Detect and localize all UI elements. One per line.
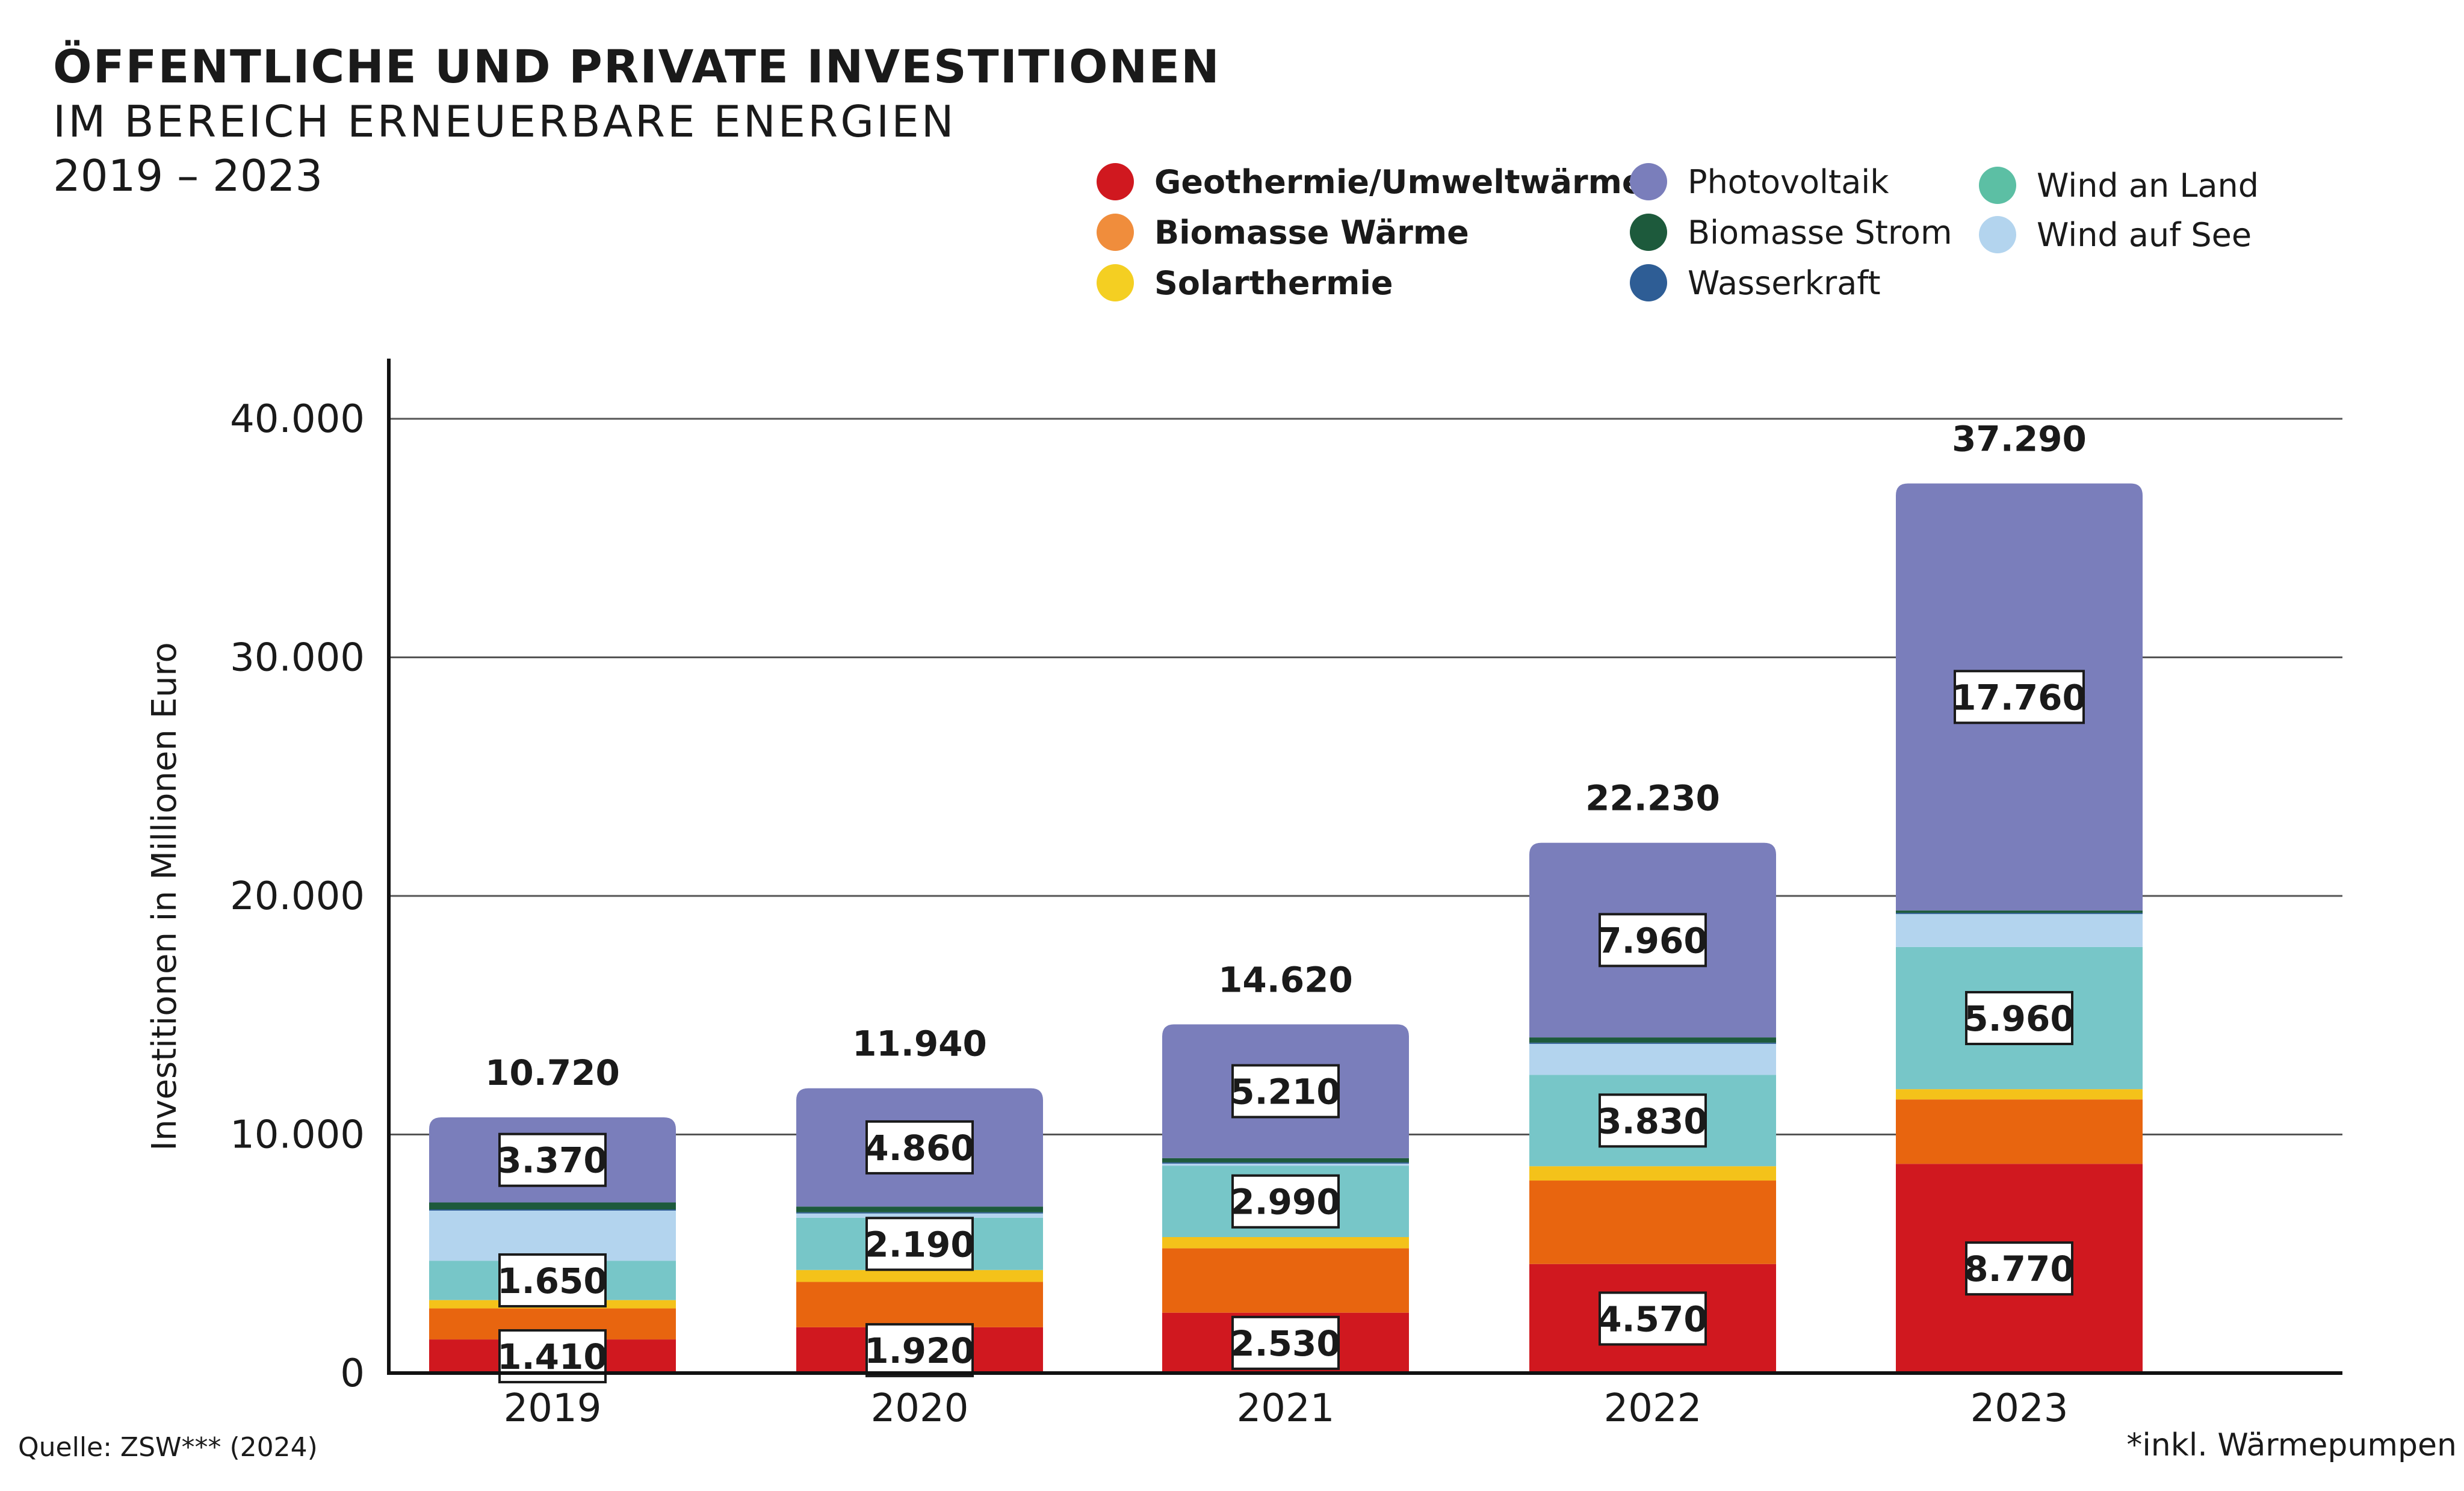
data-label: 4.570	[1597, 1298, 1707, 1339]
data-label: 2.190	[864, 1224, 974, 1265]
data-label-box	[498, 1253, 607, 1307]
bar-segment-biomasse-strom	[1162, 1158, 1409, 1162]
bar-segment-biomasse-w-rme	[796, 1282, 1043, 1327]
y-tick-label: 40.000	[230, 397, 365, 442]
y-tick-label: 30.000	[230, 636, 365, 681]
total-label: 14.620	[1218, 959, 1353, 1000]
data-label-box	[498, 1132, 607, 1187]
y-axis-title: Investitionen in Millionen Euro	[145, 642, 184, 1150]
y-tick-label: 20.000	[230, 874, 365, 919]
y-tick-label: 0	[340, 1351, 365, 1396]
chart-period: 2019 – 2023	[53, 150, 323, 201]
bar-2022	[1529, 842, 1776, 1373]
bar-segment-biomasse-strom	[796, 1206, 1043, 1212]
data-label: 17.760	[1952, 677, 2087, 718]
bar-segment-wind-auf-see	[1529, 1043, 1776, 1075]
bar-segment-biomasse-w-rme	[1896, 1099, 2143, 1164]
bar-segment-biomasse-strom	[1896, 910, 2143, 913]
bar-segment-solarthermie	[1162, 1236, 1409, 1249]
data-label: 3.830	[1597, 1100, 1707, 1141]
data-label: 7.960	[1597, 920, 1707, 961]
bar-segment-wind-auf-see	[429, 1210, 676, 1261]
total-label: 11.940	[852, 1023, 987, 1064]
data-label: 1.410	[497, 1336, 607, 1377]
data-label: 1.920	[864, 1330, 974, 1371]
data-label: 4.860	[864, 1128, 974, 1168]
total-label: 10.720	[485, 1052, 620, 1093]
x-tick-label: 2022	[1604, 1386, 1702, 1431]
bar-segment-wind-auf-see	[1162, 1163, 1409, 1166]
source-note: Quelle: ZSW*** (2024)	[18, 1432, 318, 1463]
chart-title: ÖFFENTLICHE UND PRIVATE INVESTITIONEN	[53, 40, 1221, 93]
x-tick-label: 2019	[504, 1386, 602, 1431]
bar-segment-solarthermie	[796, 1270, 1043, 1282]
bar-segment-biomasse-strom	[429, 1202, 676, 1210]
data-label-box	[1231, 1174, 1340, 1229]
y-tick-label: 10.000	[230, 1113, 365, 1158]
data-label-box	[1965, 991, 2073, 1046]
data-label: 1.650	[497, 1261, 607, 1301]
bar-segment-biomasse-w-rme	[1162, 1248, 1409, 1313]
bar-segment-biomasse-strom	[1529, 1037, 1776, 1043]
data-label: 5.210	[1230, 1072, 1340, 1113]
bar-segment-wind-auf-see	[796, 1213, 1043, 1218]
data-label-box	[865, 1217, 974, 1271]
chart-subtitle: IM BEREICH ERNEUERBARE ENERGIEN	[53, 96, 956, 147]
bar-2023	[1896, 483, 2143, 1373]
bar-segment-solarthermie	[1896, 1089, 2143, 1100]
data-label-box	[1599, 1291, 1707, 1346]
bar-2021	[1162, 1024, 1409, 1373]
footnote: *inkl. Wärmepumpen	[2126, 1427, 2457, 1463]
data-label-box	[1954, 670, 2085, 724]
bar-segment-wind-auf-see	[1896, 914, 2143, 947]
data-label: 3.370	[497, 1140, 607, 1181]
bar-segment-biomasse-w-rme	[1529, 1181, 1776, 1264]
bar-segment-solarthermie	[1529, 1166, 1776, 1181]
bar-segment-wasserkraft	[1529, 1042, 1776, 1044]
bar-segment-wasserkraft	[1896, 913, 2143, 915]
data-label-box	[1599, 913, 1707, 968]
bar-segment-wasserkraft	[429, 1209, 676, 1211]
data-label-box	[1965, 1241, 2073, 1296]
data-label-box	[865, 1323, 974, 1377]
x-tick-label: 2021	[1237, 1386, 1335, 1431]
data-label-box	[1599, 1093, 1707, 1148]
data-label: 2.990	[1230, 1182, 1340, 1223]
data-label-box	[865, 1120, 974, 1175]
bar-segment-wasserkraft	[796, 1212, 1043, 1214]
data-label-box	[1231, 1315, 1340, 1370]
data-label: 8.770	[1964, 1249, 2074, 1289]
data-label-box	[1231, 1064, 1340, 1119]
total-label: 22.230	[1585, 778, 1720, 819]
total-label: 37.290	[1952, 418, 2087, 459]
data-label: 5.960	[1964, 998, 2074, 1039]
x-tick-label: 2020	[871, 1386, 969, 1431]
data-label: 2.530	[1230, 1323, 1340, 1364]
x-tick-label: 2023	[1970, 1386, 2069, 1431]
bar-segment-wasserkraft	[1162, 1162, 1409, 1164]
